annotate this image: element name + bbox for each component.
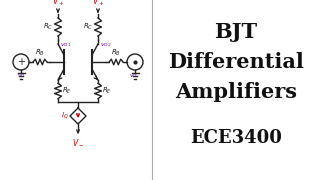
Text: $V_+$: $V_+$	[52, 0, 64, 8]
Text: $R_E$: $R_E$	[62, 86, 72, 96]
Text: $v_{i2}$: $v_{i2}$	[129, 72, 139, 80]
Text: $v_{O2}$: $v_{O2}$	[100, 41, 111, 49]
Text: BJT: BJT	[214, 22, 258, 42]
Text: $R_E$: $R_E$	[102, 86, 112, 96]
Text: $R_B$: $R_B$	[111, 48, 121, 58]
Text: Amplifiers: Amplifiers	[175, 82, 297, 102]
Text: $v_{i1}$: $v_{i1}$	[17, 72, 27, 80]
Text: $R_C$: $R_C$	[83, 22, 93, 32]
Text: $I_Q$: $I_Q$	[61, 111, 69, 121]
Text: ECE3400: ECE3400	[190, 129, 282, 147]
Text: $R_B$: $R_B$	[35, 48, 45, 58]
Text: $v_{O1}$: $v_{O1}$	[60, 41, 71, 49]
Text: +: +	[17, 57, 25, 67]
Text: Differential: Differential	[168, 52, 304, 72]
Text: $R_C$: $R_C$	[43, 22, 53, 32]
Text: $V_+$: $V_+$	[92, 0, 104, 8]
Text: $V_-$: $V_-$	[72, 137, 84, 147]
